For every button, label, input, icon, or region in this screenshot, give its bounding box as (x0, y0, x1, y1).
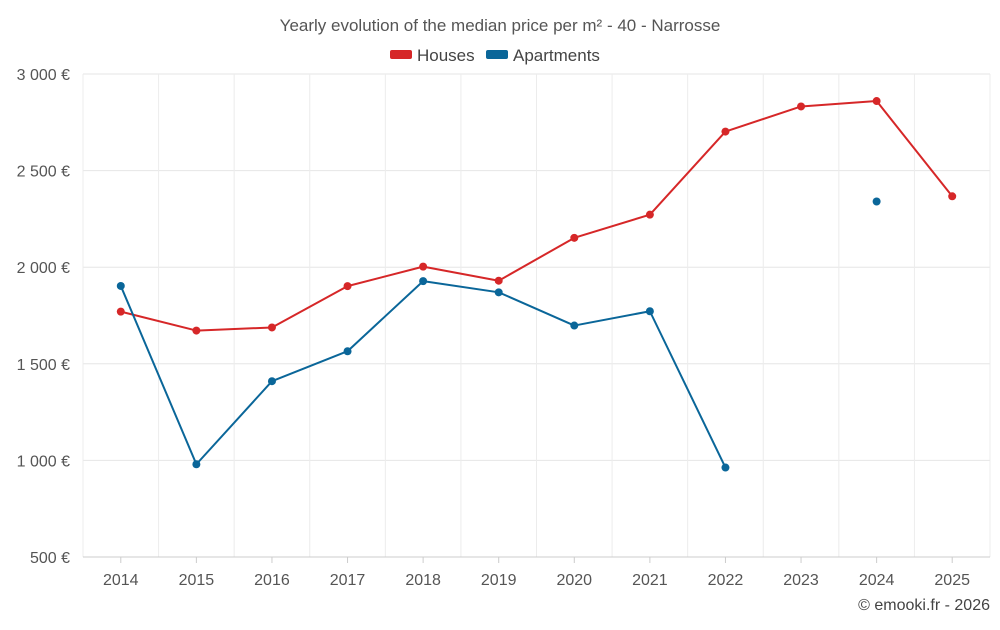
grid (82, 73, 991, 558)
data-point-apartments-2018[interactable] (419, 277, 428, 286)
credit-text: © emooki.fr - 2026 (858, 597, 990, 614)
series-houses (116, 97, 957, 335)
series-line-apartments (119, 280, 727, 468)
legend: Houses Apartments (390, 46, 600, 65)
series-line-houses (120, 100, 953, 332)
x-tick-label: 2015 (179, 572, 215, 589)
data-point-houses-2017[interactable] (343, 282, 352, 291)
data-point-apartments-2021[interactable] (645, 307, 654, 316)
data-point-apartments-2014[interactable] (116, 281, 125, 290)
series-layer (116, 97, 957, 472)
data-point-houses-2018[interactable] (419, 262, 428, 271)
legend-swatch-houses (390, 50, 412, 59)
data-point-apartments-2020[interactable] (570, 321, 579, 330)
x-tick-label: 2017 (330, 572, 366, 589)
x-tick-label: 2024 (859, 572, 895, 589)
data-point-houses-2014[interactable] (116, 307, 125, 316)
x-tick-label: 2022 (708, 572, 744, 589)
legend-swatch-apartments (486, 50, 508, 59)
y-axis: 3 000 € 2 500 € 2 000 € 1 500 € 1 000 € 500 € (17, 67, 70, 567)
y-tick-label: 3 000 € (17, 67, 70, 84)
x-tick-label: 2018 (405, 572, 441, 589)
data-point-houses-2021[interactable] (645, 210, 654, 219)
x-tick-label: 2025 (934, 572, 970, 589)
data-point-houses-2015[interactable] (192, 326, 201, 335)
data-point-houses-2024[interactable] (872, 97, 881, 106)
series-apartments (116, 197, 881, 472)
legend-label-houses[interactable]: Houses (417, 46, 475, 65)
data-point-houses-2016[interactable] (267, 323, 276, 332)
data-point-houses-2025[interactable] (948, 192, 957, 201)
data-point-houses-2023[interactable] (797, 102, 806, 111)
chart-title: Yearly evolution of the median price per… (280, 16, 721, 35)
data-point-apartments-2016[interactable] (267, 377, 276, 386)
y-tick-label: 2 000 € (17, 260, 70, 277)
data-point-apartments-2015[interactable] (192, 460, 201, 469)
legend-label-apartments[interactable]: Apartments (513, 46, 600, 65)
x-tick-label: 2016 (254, 572, 290, 589)
y-tick-label: 2 500 € (17, 164, 70, 181)
x-tick-label: 2020 (556, 572, 592, 589)
x-tick-label: 2019 (481, 572, 517, 589)
data-point-houses-2020[interactable] (570, 233, 579, 242)
x-tick-label: 2023 (783, 572, 819, 589)
y-tick-label: 1 500 € (17, 357, 70, 374)
x-tick-label: 2021 (632, 572, 668, 589)
y-tick-label: 1 000 € (17, 453, 70, 470)
data-point-apartments-2022[interactable] (721, 463, 730, 472)
data-point-apartments-2019[interactable] (494, 288, 503, 297)
data-point-apartments-2017[interactable] (343, 347, 352, 356)
data-point-apartments-2024[interactable] (872, 197, 881, 206)
data-point-houses-2019[interactable] (494, 276, 503, 285)
y-tick-label: 500 € (30, 550, 70, 567)
x-tick-label: 2014 (103, 572, 139, 589)
data-point-houses-2022[interactable] (721, 127, 730, 136)
x-axis: 2014 2015 2016 2017 2018 2019 2020 2021 2022 2023… (83, 556, 990, 589)
